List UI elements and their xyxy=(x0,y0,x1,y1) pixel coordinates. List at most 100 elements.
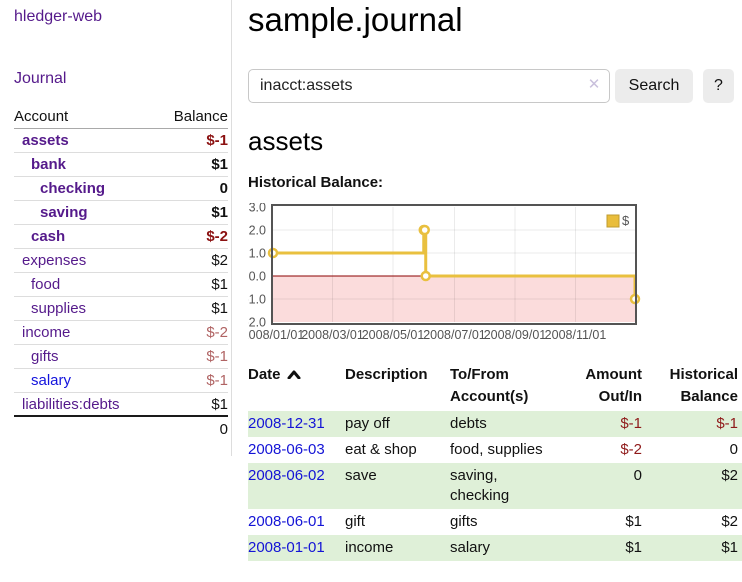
svg-text:2008/03/01: 2008/03/01 xyxy=(301,328,364,342)
accounts-column-header[interactable]: To/From Account(s) xyxy=(450,364,558,411)
date-header-label: Date xyxy=(248,366,281,383)
transaction-balance: $2 xyxy=(721,467,738,484)
account-balance: 0 xyxy=(219,180,228,197)
transaction-amount: $-2 xyxy=(620,441,642,458)
register-row: 2008-06-02 save saving, checking 0 $2 xyxy=(248,463,742,509)
svg-text:-2.0: -2.0 xyxy=(248,316,266,330)
transaction-balance: 0 xyxy=(729,441,738,458)
svg-text:2008/07/01: 2008/07/01 xyxy=(423,328,486,342)
amount-header-line1: Amount xyxy=(585,366,642,383)
transaction-accounts: gifts xyxy=(450,513,478,530)
account-total-row: 0 xyxy=(14,417,228,441)
app-brand-link[interactable]: hledger-web xyxy=(14,8,103,25)
account-row: assets $-1 xyxy=(14,129,228,153)
main-content: sample.journal ✕ Search ? assets Histori… xyxy=(242,0,742,582)
account-balance: $1 xyxy=(211,276,228,293)
transaction-description: save xyxy=(345,467,377,484)
account-link-checking[interactable]: checking xyxy=(40,180,106,197)
search-form: ✕ Search ? xyxy=(248,69,742,103)
transaction-accounts: saving, checking xyxy=(450,467,510,504)
account-link-food[interactable]: food xyxy=(31,276,61,293)
account-link-expenses[interactable]: expenses xyxy=(22,252,87,269)
account-link-cash[interactable]: cash xyxy=(31,228,66,245)
account-balance: $-1 xyxy=(206,348,228,365)
account-row: bank $1 xyxy=(14,153,228,177)
svg-text:3.0: 3.0 xyxy=(249,203,266,215)
balance-column-header: Balance xyxy=(173,108,228,125)
search-button[interactable]: Search xyxy=(615,69,693,103)
account-rows: assets $-1 bank $1 checking 0 saving $1 cash $-2 e… xyxy=(14,129,228,417)
account-link-income[interactable]: income xyxy=(22,324,71,341)
account-balance: $1 xyxy=(211,300,228,317)
account-link-assets[interactable]: assets xyxy=(22,132,69,149)
account-row: gifts $-1 xyxy=(14,345,228,369)
account-row: income $-2 xyxy=(14,321,228,345)
help-button[interactable]: ? xyxy=(703,69,734,103)
transaction-date-link[interactable]: 2008-06-03 xyxy=(248,441,325,458)
transaction-amount: $1 xyxy=(625,539,642,556)
svg-text:2008/09/01: 2008/09/01 xyxy=(484,328,547,342)
balance-header-line1: Historical xyxy=(669,366,738,383)
account-row: food $1 xyxy=(14,273,228,297)
transaction-description: gift xyxy=(345,513,366,530)
accounts-header-line1: To/From xyxy=(450,366,509,383)
account-row: salary $-1 xyxy=(14,369,228,393)
account-balance: $1 xyxy=(211,156,228,173)
account-heading: assets xyxy=(248,126,324,156)
register-row: 2008-01-01 income salary $1 $1 xyxy=(248,535,742,561)
transaction-accounts: debts xyxy=(450,415,487,432)
account-balance: $1 xyxy=(211,204,228,221)
account-balance: $-1 xyxy=(206,132,228,149)
account-table-header: Account Balance xyxy=(14,105,228,129)
svg-text:$: $ xyxy=(622,213,630,228)
account-link-salary[interactable]: salary xyxy=(31,372,72,389)
account-row: supplies $1 xyxy=(14,297,228,321)
sidebar: hledger-web Journal Account Balance asse… xyxy=(0,0,232,456)
account-link-saving[interactable]: saving xyxy=(40,204,88,221)
amount-column-header[interactable]: Amount Out/In xyxy=(558,364,642,411)
page-title: sample.journal xyxy=(248,1,463,38)
account-row: checking 0 xyxy=(14,177,228,201)
transaction-accounts: salary xyxy=(450,539,491,556)
register-row: 2008-12-31 pay off debts $-1 $-1 xyxy=(248,411,742,437)
date-column-header[interactable]: Date xyxy=(248,364,345,411)
transaction-description: pay off xyxy=(345,415,390,432)
account-balance: $1 xyxy=(211,395,228,413)
clear-search-icon[interactable]: ✕ xyxy=(587,76,601,93)
account-balance: $-1 xyxy=(206,372,228,389)
transaction-date-link[interactable]: 2008-06-01 xyxy=(248,513,325,530)
search-input[interactable] xyxy=(248,69,610,103)
transaction-date-link[interactable]: 2008-01-01 xyxy=(248,539,325,556)
svg-text:-1.0: -1.0 xyxy=(248,293,266,307)
account-row: cash $-2 xyxy=(14,225,228,249)
account-link-liabilities-debts[interactable]: liabilities:debts xyxy=(22,395,120,413)
account-link-supplies[interactable]: supplies xyxy=(31,300,87,317)
total-balance: 0 xyxy=(219,420,228,438)
account-link-gifts[interactable]: gifts xyxy=(31,348,59,365)
transaction-balance: $-1 xyxy=(716,415,738,432)
svg-text:2008/01/01: 2008/01/01 xyxy=(248,328,304,342)
svg-text:2008/05/01: 2008/05/01 xyxy=(362,328,425,342)
transaction-accounts: food, supplies xyxy=(450,441,543,458)
transaction-balance: $1 xyxy=(721,539,738,556)
balance-column-header[interactable]: Historical Balance xyxy=(642,364,742,411)
register-header-row: Date Description To/From Account(s) Amou… xyxy=(248,364,742,411)
accounts-header-line2: Account(s) xyxy=(450,388,529,405)
account-link-bank[interactable]: bank xyxy=(31,156,67,173)
transaction-amount: 0 xyxy=(633,467,642,484)
account-balance-table: Account Balance assets $-1 bank $1 checking 0… xyxy=(14,105,228,441)
account-balance: $-2 xyxy=(206,324,228,341)
description-column-header[interactable]: Description xyxy=(345,366,428,383)
transaction-date-link[interactable]: 2008-06-02 xyxy=(248,467,325,484)
sort-asc-icon xyxy=(287,364,301,386)
balance-header-line2: Balance xyxy=(680,388,738,405)
sidebar-item-journal[interactable]: Journal xyxy=(14,70,67,87)
svg-text:2.0: 2.0 xyxy=(249,224,266,238)
account-row: liabilities:debts $1 xyxy=(14,393,228,417)
balance-chart[interactable]: 3.0 2.0 1.0 0.0 -1.0 -2.02008/01/012008/03/01… xyxy=(242,201,742,348)
register-row: 2008-06-03 eat & shop food, supplies $-2 0 xyxy=(248,437,742,463)
transaction-date-link[interactable]: 2008-12-31 xyxy=(248,415,325,432)
register-table-container: Date Description To/From Account(s) Amou… xyxy=(248,364,742,561)
transaction-balance: $2 xyxy=(721,513,738,530)
account-row: saving $1 xyxy=(14,201,228,225)
